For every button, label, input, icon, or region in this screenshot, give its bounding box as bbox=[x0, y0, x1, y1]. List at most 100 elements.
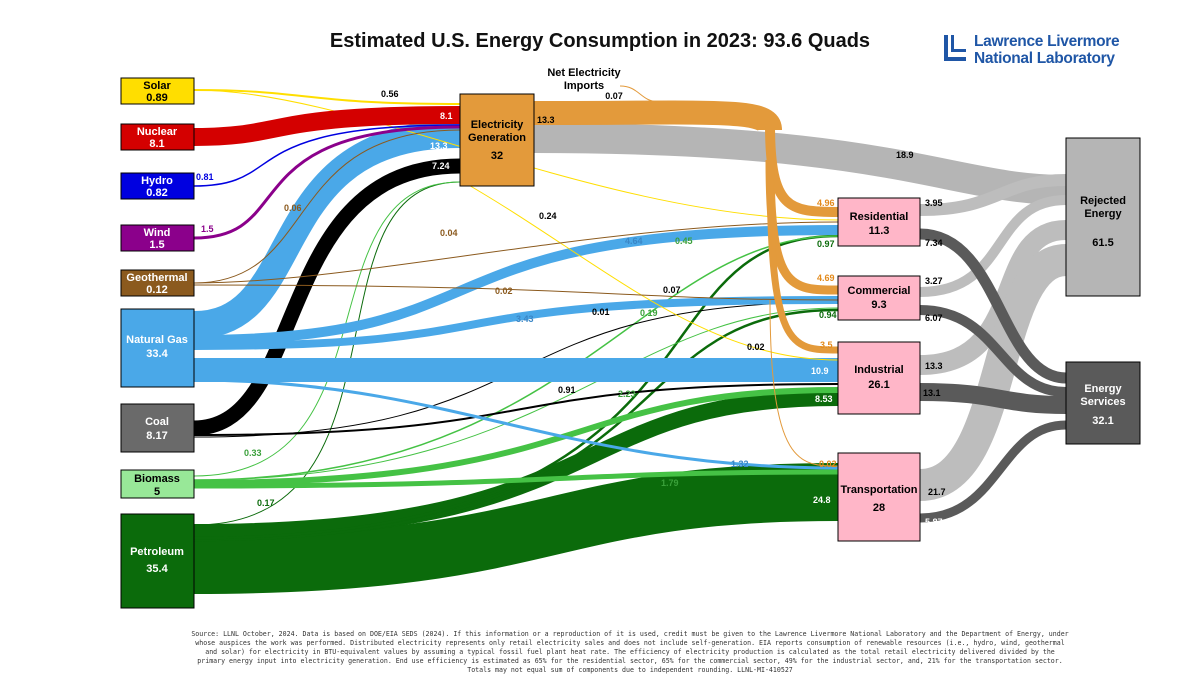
geothermal-box bbox=[120, 269, 195, 297]
flow-wind-electricity bbox=[193, 125, 461, 240]
flow-petroleum-electricity bbox=[193, 181, 461, 526]
hydro-label: Hydro bbox=[141, 175, 173, 187]
source-footnote: Source: LLNL October, 2024. Data is base… bbox=[191, 630, 1069, 674]
natural-gas-label: Natural Gas bbox=[126, 334, 188, 346]
flow-label-electricity-commercial: 4.69 bbox=[817, 273, 835, 283]
residential-box bbox=[837, 197, 921, 247]
flow-label-petroleum-residential: 0.97 bbox=[817, 239, 835, 249]
petroleum-value: 35.4 bbox=[146, 563, 168, 575]
flow-nuclear-electricity bbox=[193, 106, 461, 146]
flow-biomass-transport bbox=[193, 469, 839, 489]
flow-label-electricity-rejected: 18.9 bbox=[896, 150, 914, 160]
flow-label-petroleum-industrial: 8.53 bbox=[815, 394, 833, 404]
natural-gas-box bbox=[120, 308, 195, 388]
flow-label-industrial-rejected: 13.3 bbox=[925, 361, 943, 371]
flow-petroleum-industrial bbox=[193, 390, 839, 540]
flow-label-hydro-electricity: 0.81 bbox=[196, 172, 214, 182]
flow-bands bbox=[193, 85, 1069, 594]
flow-label-geothermal-residential: 0.04 bbox=[440, 228, 458, 238]
flow-commercial-services bbox=[919, 305, 1067, 397]
rejected-label-1: Rejected bbox=[1080, 195, 1126, 207]
services-value: 32.1 bbox=[1092, 415, 1113, 427]
coal-label: Coal bbox=[145, 416, 169, 428]
flow-electricity-residential bbox=[765, 124, 839, 217]
services-label-2: Services bbox=[1080, 396, 1125, 408]
flow-label-gas-electricity: 13.3 bbox=[430, 141, 448, 151]
flow-label-coal-industrial: 0.91 bbox=[558, 385, 576, 395]
transportation-box bbox=[837, 452, 921, 542]
flow-label-petroleum-electricity: 0.17 bbox=[257, 498, 275, 508]
industrial-label: Industrial bbox=[854, 364, 904, 376]
llnl-logo: Lawrence Livermore National Laboratory bbox=[944, 33, 1144, 69]
transportation-label: Transportation bbox=[840, 484, 917, 496]
flow-label-petroleum-commercial: 0.94 bbox=[819, 310, 837, 320]
commercial-box bbox=[837, 275, 921, 321]
biomass-value: 5 bbox=[154, 486, 160, 498]
solar-value: 0.89 bbox=[146, 92, 167, 104]
electricity-label-1: Electricity bbox=[471, 119, 524, 131]
flow-label-nuclear-electricity: 8.1 bbox=[440, 111, 453, 121]
flow-geothermal-commercial bbox=[193, 284, 839, 301]
coal-box bbox=[120, 403, 195, 453]
biomass-box bbox=[120, 469, 195, 499]
sector-boxes: Residential 11.3 Commercial 9.3 Industri… bbox=[837, 197, 921, 542]
flow-electricity-main bbox=[533, 100, 782, 133]
commercial-value: 9.3 bbox=[871, 299, 886, 311]
flow-label-gas-commercial: 3.43 bbox=[516, 314, 534, 324]
flow-geothermal-electricity bbox=[193, 129, 461, 284]
flow-solar-electricity bbox=[193, 89, 461, 105]
flow-net-imports bbox=[619, 85, 661, 103]
flow-industrial-services bbox=[919, 383, 1067, 414]
flow-label-commercial-services: 6.07 bbox=[925, 313, 943, 323]
flow-label-biomass-residential: 0.45 bbox=[675, 236, 693, 246]
llnl-logo-icon bbox=[944, 35, 966, 61]
flow-label-biomass-transport: 1.79 bbox=[661, 478, 679, 488]
net-imports-value: 0.07 bbox=[605, 91, 623, 101]
flow-label-electricity-residential: 4.96 bbox=[817, 198, 835, 208]
industrial-value: 26.1 bbox=[868, 379, 889, 391]
flow-petroleum-transport bbox=[193, 463, 839, 594]
biomass-label: Biomass bbox=[134, 473, 180, 485]
flow-label-residential-rejected: 3.95 bbox=[925, 198, 943, 208]
flow-petroleum-commercial bbox=[193, 308, 839, 542]
transportation-value: 28 bbox=[873, 502, 885, 514]
flow-label-coal-commercial: 0.01 bbox=[592, 307, 610, 317]
page-title: Estimated U.S. Energy Consumption in 202… bbox=[329, 30, 871, 52]
hydro-value: 0.82 bbox=[146, 187, 167, 199]
flow-petroleum-residential bbox=[193, 234, 839, 540]
flow-label-transport-services: 5.87 bbox=[925, 517, 943, 527]
flow-solar-industrial bbox=[459, 179, 839, 361]
flow-residential-services bbox=[919, 228, 1067, 384]
flow-commercial-rejected bbox=[919, 195, 1067, 297]
flow-label-commercial-misc: 0.07 bbox=[663, 285, 681, 295]
services-label-1: Energy bbox=[1084, 383, 1122, 395]
nuclear-value: 8.1 bbox=[149, 138, 164, 150]
flow-label-biomass-industrial: 2.23 bbox=[618, 389, 636, 399]
coal-value: 8.17 bbox=[146, 430, 167, 442]
flow-label-electricity-transport: 0.02 bbox=[819, 459, 837, 469]
energy-services-box bbox=[1065, 361, 1141, 445]
flow-coal-industrial bbox=[193, 383, 839, 436]
flow-gas-commercial bbox=[193, 296, 839, 350]
electricity-value: 32 bbox=[491, 150, 503, 162]
solar-label: Solar bbox=[143, 80, 171, 92]
flow-label-electricity-out: 13.3 bbox=[537, 115, 555, 125]
flow-gas-transport bbox=[193, 378, 839, 470]
logo-line-2: National Laboratory bbox=[974, 50, 1115, 67]
electricity-generation-box bbox=[459, 93, 535, 187]
flow-label-petroleum-transport: 24.8 bbox=[813, 495, 831, 505]
petroleum-label: Petroleum bbox=[130, 546, 184, 558]
flow-hydro-electricity bbox=[193, 124, 461, 187]
flow-label-gas-residential: 4.64 bbox=[625, 236, 643, 246]
industrial-box bbox=[837, 341, 921, 415]
flow-labels: 0.56 8.1 0.81 1.5 0.06 13.3 7.24 0.33 0.… bbox=[196, 89, 946, 527]
flow-label-electricity-industrial: 3.5 bbox=[820, 340, 833, 350]
flow-label-gas-transport: 1.32 bbox=[731, 459, 749, 469]
flow-gas-electricity bbox=[193, 120, 461, 339]
net-imports-label-2: Imports bbox=[564, 80, 604, 92]
rejected-label-2: Energy bbox=[1084, 208, 1122, 220]
residential-value: 11.3 bbox=[869, 225, 890, 237]
net-imports-label-1: Net Electricity bbox=[547, 67, 621, 79]
nuclear-box bbox=[120, 123, 195, 151]
flow-label-commercial-rejected: 3.27 bbox=[925, 276, 943, 286]
